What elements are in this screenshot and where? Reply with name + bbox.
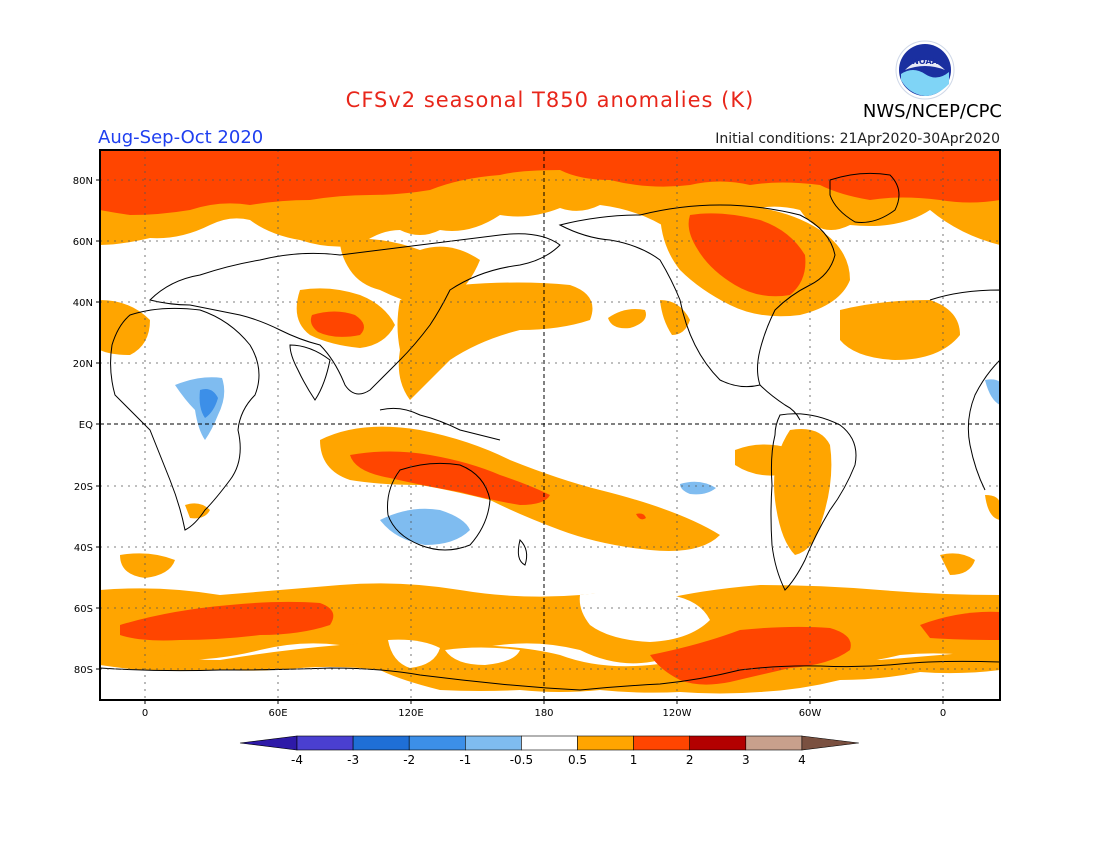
map-title: CFSv2 seasonal T850 anomalies (K) (345, 88, 755, 112)
graticule (100, 150, 1000, 700)
colorbar-label: -0.5 (510, 753, 533, 767)
colorbar-swatch (464, 735, 522, 751)
colorbar-swatch (745, 735, 803, 751)
noaa-logo-icon: NOAA (895, 40, 955, 100)
colorbar-label: -1 (459, 753, 471, 767)
strong-warm-anomaly-regions (100, 150, 1000, 685)
colorbar-label: -3 (347, 753, 359, 767)
colorbar-swatch (633, 735, 690, 751)
cool-anomaly-regions (175, 377, 1000, 545)
lon-label: 60E (268, 708, 287, 719)
colorbar-label: -2 (403, 753, 415, 767)
equator-dateline (100, 150, 1000, 700)
colorbar-label: -4 (291, 753, 303, 767)
colorbar-swatch (577, 735, 634, 751)
colorbar-swatch (352, 735, 410, 751)
lon-label: 0 (142, 708, 148, 719)
lat-label: 60N (73, 237, 93, 248)
map-frame (99, 149, 1001, 701)
neutral-regions (388, 592, 710, 668)
colorbar-label: 2 (686, 753, 694, 767)
forecast-period: Aug-Sep-Oct 2020 (98, 127, 264, 148)
colorbar-label: 4 (798, 753, 806, 767)
lat-label: EQ (79, 420, 93, 431)
lon-label: 60W (799, 708, 822, 719)
lon-label: 120W (663, 708, 692, 719)
lat-label: 20S (74, 482, 93, 493)
svg-text:NOAA: NOAA (912, 57, 938, 66)
colorbar-label: 1 (630, 753, 638, 767)
lat-label: 40S (74, 543, 93, 554)
lat-label: 20N (73, 359, 93, 370)
coastlines (99, 172, 1001, 691)
colorbar-swatch (521, 735, 578, 751)
lon-label: 120E (398, 708, 423, 719)
lon-label: 180 (534, 708, 553, 719)
lat-label: 40N (73, 298, 93, 309)
colorbar: -4 -3 -2 -1 -0.5 0.5 1 2 3 4 (239, 735, 859, 767)
colorbar-label: 0.5 (568, 753, 587, 767)
lat-label: 80S (74, 665, 93, 676)
colorbar-swatch (296, 735, 354, 751)
lat-label: 60S (74, 604, 93, 615)
colorbar-swatch (689, 735, 747, 751)
colorbar-right-arrow (801, 735, 859, 751)
colorbar-swatch (408, 735, 466, 751)
agency-label: NWS/NCEP/CPC (862, 101, 1002, 122)
latitude-labels: 80N 60N 40N 20N EQ 20S 40S 60S 80S (73, 176, 93, 676)
lat-label: 80N (73, 176, 93, 187)
lat-ticks (96, 179, 100, 670)
colorbar-left-arrow (239, 735, 298, 751)
initial-conditions: Initial conditions: 21Apr2020-30Apr2020 (715, 131, 1000, 147)
lon-label: 0 (940, 708, 946, 719)
lon-ticks (144, 700, 944, 704)
longitude-labels: 0 60E 120E 180 120W 60W 0 (142, 708, 946, 719)
colorbar-label: 3 (742, 753, 750, 767)
